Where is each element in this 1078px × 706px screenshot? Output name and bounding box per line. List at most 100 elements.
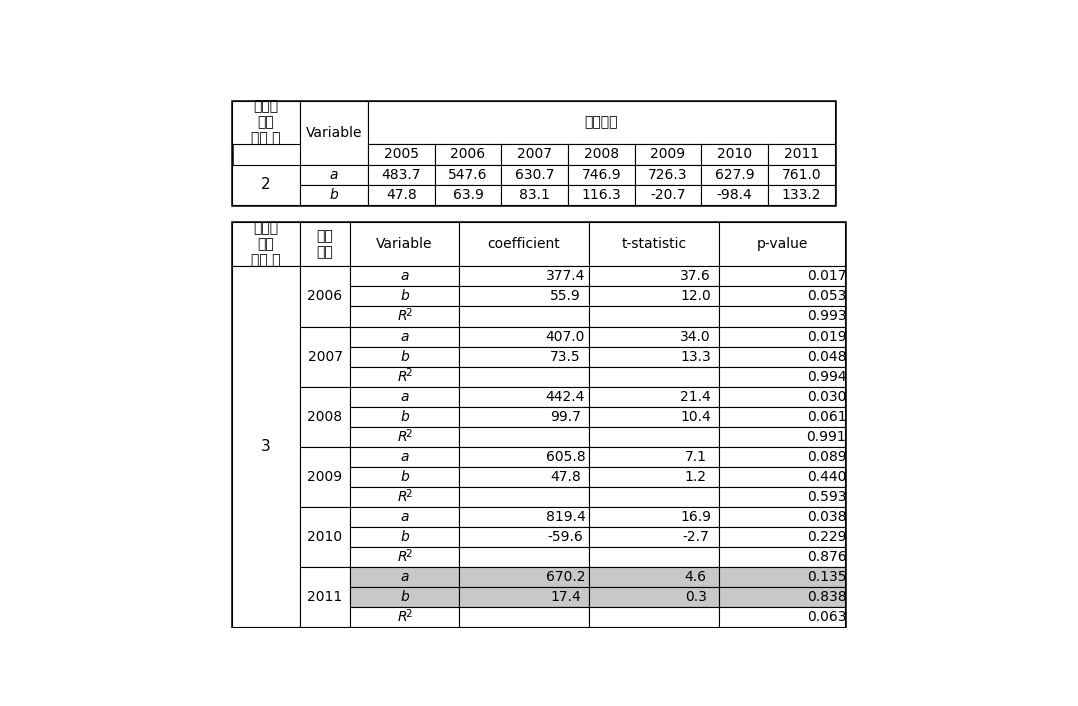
- Text: 0.063: 0.063: [806, 610, 846, 624]
- Text: 630.7: 630.7: [515, 168, 554, 182]
- Text: 0.593: 0.593: [806, 490, 846, 503]
- Text: 47.8: 47.8: [550, 469, 581, 484]
- Bar: [589, 587, 719, 606]
- Text: 0.089: 0.089: [806, 450, 846, 464]
- Text: 3: 3: [261, 439, 271, 454]
- Text: a: a: [400, 510, 409, 524]
- Text: 0.030: 0.030: [806, 390, 846, 404]
- Bar: [434, 164, 501, 185]
- Text: 0.994: 0.994: [806, 369, 846, 383]
- Text: 83.1: 83.1: [520, 188, 550, 202]
- Bar: [589, 426, 719, 447]
- Bar: [589, 527, 719, 546]
- Text: b: b: [330, 188, 338, 202]
- Text: 377.4: 377.4: [545, 270, 585, 283]
- Text: 99.7: 99.7: [550, 409, 581, 424]
- Bar: [368, 101, 834, 144]
- Bar: [350, 527, 459, 546]
- Text: R: R: [398, 490, 407, 503]
- Bar: [350, 306, 459, 326]
- Bar: [501, 185, 568, 205]
- Bar: [459, 507, 589, 527]
- Bar: [300, 101, 368, 164]
- Bar: [702, 144, 768, 164]
- Bar: [300, 164, 368, 185]
- Text: 0.038: 0.038: [806, 510, 846, 524]
- Text: 670.2: 670.2: [545, 570, 585, 584]
- Text: Variable: Variable: [306, 126, 362, 140]
- Bar: [350, 426, 459, 447]
- Text: 0.061: 0.061: [806, 409, 846, 424]
- Text: 2010: 2010: [717, 148, 752, 162]
- Text: -98.4: -98.4: [717, 188, 752, 202]
- Text: 726.3: 726.3: [648, 168, 688, 182]
- Text: 2: 2: [405, 489, 412, 498]
- Bar: [459, 426, 589, 447]
- Bar: [768, 164, 834, 185]
- Text: 4.6: 4.6: [685, 570, 707, 584]
- Bar: [350, 606, 459, 627]
- Text: 2005: 2005: [384, 148, 419, 162]
- Bar: [300, 507, 350, 567]
- Bar: [434, 185, 501, 205]
- Bar: [350, 546, 459, 567]
- Text: 0.048: 0.048: [806, 349, 846, 364]
- Bar: [768, 185, 834, 205]
- Bar: [702, 185, 768, 205]
- Bar: [719, 387, 845, 407]
- Bar: [459, 326, 589, 347]
- Bar: [459, 447, 589, 467]
- Bar: [300, 266, 350, 326]
- Text: 2007: 2007: [517, 148, 552, 162]
- Bar: [719, 447, 845, 467]
- Text: a: a: [400, 390, 409, 404]
- Text: 10.4: 10.4: [680, 409, 711, 424]
- Text: 21.4: 21.4: [680, 390, 711, 404]
- Text: 55.9: 55.9: [550, 289, 581, 304]
- Text: a: a: [400, 330, 409, 344]
- Text: 746.9: 746.9: [581, 168, 621, 182]
- Text: 0.838: 0.838: [806, 590, 846, 604]
- Bar: [589, 447, 719, 467]
- Bar: [501, 144, 568, 164]
- Bar: [350, 486, 459, 507]
- Text: 0.440: 0.440: [806, 469, 846, 484]
- Text: 63.9: 63.9: [453, 188, 483, 202]
- Text: 2011: 2011: [307, 590, 343, 604]
- Bar: [719, 222, 845, 266]
- Bar: [434, 144, 501, 164]
- Text: 133.2: 133.2: [782, 188, 821, 202]
- Bar: [232, 266, 300, 627]
- Bar: [702, 164, 768, 185]
- Bar: [501, 164, 568, 185]
- Bar: [719, 426, 845, 447]
- Bar: [719, 486, 845, 507]
- Text: b: b: [400, 349, 409, 364]
- Bar: [719, 266, 845, 287]
- Text: R: R: [398, 430, 407, 443]
- Text: b: b: [400, 590, 409, 604]
- Bar: [719, 527, 845, 546]
- Text: 0.135: 0.135: [806, 570, 846, 584]
- Bar: [350, 407, 459, 426]
- Text: 0.876: 0.876: [806, 550, 846, 563]
- Text: R: R: [398, 309, 407, 323]
- Bar: [719, 567, 845, 587]
- Bar: [589, 387, 719, 407]
- Bar: [459, 387, 589, 407]
- Text: 0.229: 0.229: [806, 530, 846, 544]
- Text: 37.6: 37.6: [680, 270, 711, 283]
- Bar: [568, 164, 635, 185]
- Text: 761.0: 761.0: [782, 168, 821, 182]
- Bar: [350, 287, 459, 306]
- Bar: [635, 164, 702, 185]
- Bar: [368, 185, 434, 205]
- Bar: [368, 164, 434, 185]
- Text: 2: 2: [405, 369, 412, 378]
- Text: 0.3: 0.3: [685, 590, 706, 604]
- Bar: [589, 486, 719, 507]
- Bar: [350, 587, 459, 606]
- Text: 기준년도: 기준년도: [584, 116, 618, 129]
- Text: -2.7: -2.7: [682, 530, 709, 544]
- Text: 73.5: 73.5: [550, 349, 581, 364]
